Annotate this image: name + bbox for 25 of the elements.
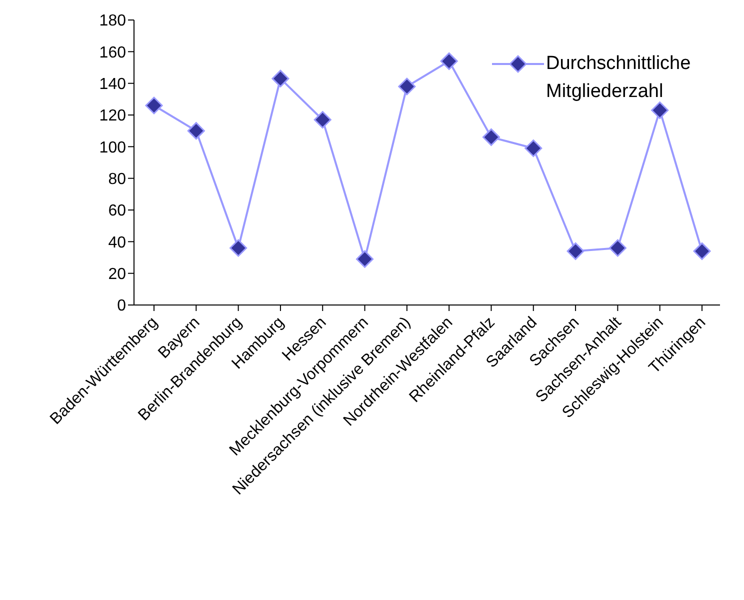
point (230, 239, 248, 257)
point (482, 128, 500, 146)
y-tick-label: 80 (108, 171, 126, 188)
point (440, 52, 458, 70)
y-tick-label: 160 (99, 44, 126, 62)
point (608, 239, 626, 257)
y-tick-label: 0 (117, 298, 126, 315)
point (566, 242, 584, 260)
y-tick-label: 140 (99, 76, 126, 94)
y-tick-label: 60 (108, 202, 126, 220)
y-tick-label: 20 (108, 266, 126, 284)
y-tick-label: 100 (99, 139, 126, 156)
point (272, 70, 290, 88)
point (398, 78, 416, 96)
y-tick-label: 120 (99, 108, 126, 125)
y-tick-label: 40 (108, 234, 126, 252)
y-tick-label: 180 (99, 12, 126, 30)
legend-label: Durchschnittliche Mitgliederzahl (546, 52, 692, 104)
point (524, 140, 542, 157)
point (651, 102, 669, 119)
point (187, 122, 205, 140)
point (314, 111, 332, 128)
point (693, 242, 711, 260)
point (145, 96, 163, 114)
point (356, 250, 374, 268)
